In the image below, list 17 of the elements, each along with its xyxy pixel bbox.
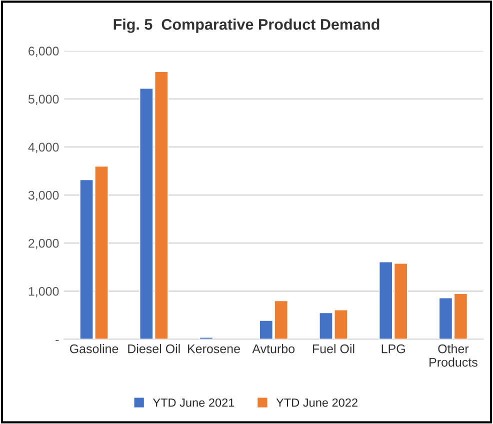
x-tick-label: Gasoline	[70, 344, 118, 354]
x-tick-label: Diesel Oil	[128, 344, 180, 354]
y-tick-label: 1,000	[28, 286, 59, 298]
x-tick-label: Kerosene	[188, 344, 240, 354]
x-tick-label: Fuel Oil	[312, 344, 354, 354]
y-tick-label: 4,000	[28, 142, 59, 154]
chart-title: Fig. 5 Comparative Product Demand	[114, 18, 380, 33]
y-tick-label: 5,000	[28, 94, 59, 106]
x-tick-label: Other Products	[430, 344, 478, 367]
y-tick-label: 3,000	[28, 190, 59, 202]
legend-label: YTD June 2021	[152, 398, 234, 407]
y-tick-label: 6,000	[28, 46, 59, 58]
x-tick-label: LPG	[382, 344, 405, 354]
legend-label: YTD June 2022	[276, 398, 358, 407]
x-tick-label: Avturbo	[252, 344, 295, 354]
y-tick-label: 2,000	[28, 238, 59, 250]
y-tick-label: -	[56, 340, 59, 341]
